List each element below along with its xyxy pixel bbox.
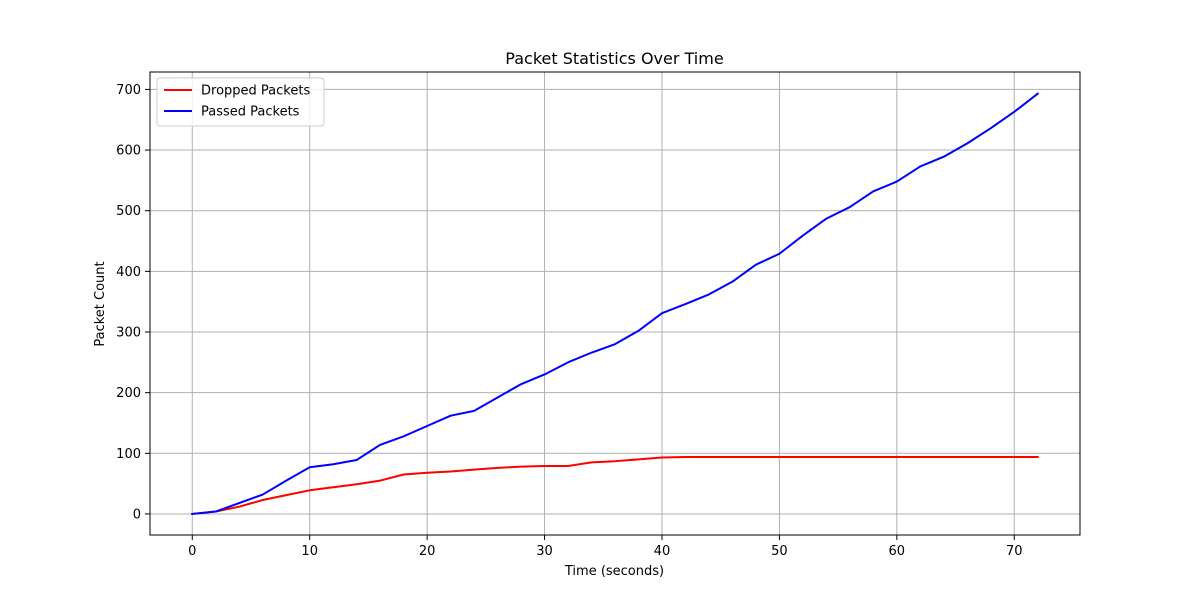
x-tick-label: 60 [889,544,906,559]
y-tick-label: 500 [116,204,141,219]
chart-title: Packet Statistics Over Time [505,49,723,68]
y-tick-label: 600 [116,144,141,159]
y-tick-label: 100 [116,447,141,462]
x-tick-label: 40 [654,544,671,559]
x-tick-label: 10 [301,544,318,559]
x-tick-label: 20 [419,544,436,559]
y-tick-label: 0 [133,507,141,522]
axes-background [150,72,1080,535]
y-tick-label: 700 [116,83,141,98]
x-tick-label: 30 [536,544,553,559]
y-tick-label: 200 [116,386,141,401]
series-line-passed-packets [191,92,1040,516]
y-tick-label: 400 [116,265,141,280]
series-line-dropped-packets [191,455,1039,516]
y-tick-label: 300 [116,326,141,341]
legend-label: Dropped Packets [201,84,310,99]
x-tick-label: 0 [188,544,196,559]
x-axis-label: Time (seconds) [564,564,664,579]
legend-box [156,77,325,127]
x-tick-label: 50 [771,544,788,559]
x-tick-label: 70 [1006,544,1023,559]
legend: Dropped Packets Passed Packets [156,77,325,127]
axes-frame [149,71,1081,536]
y-axis-label: Packet Count [93,261,108,346]
legend-label: Passed Packets [201,105,300,120]
